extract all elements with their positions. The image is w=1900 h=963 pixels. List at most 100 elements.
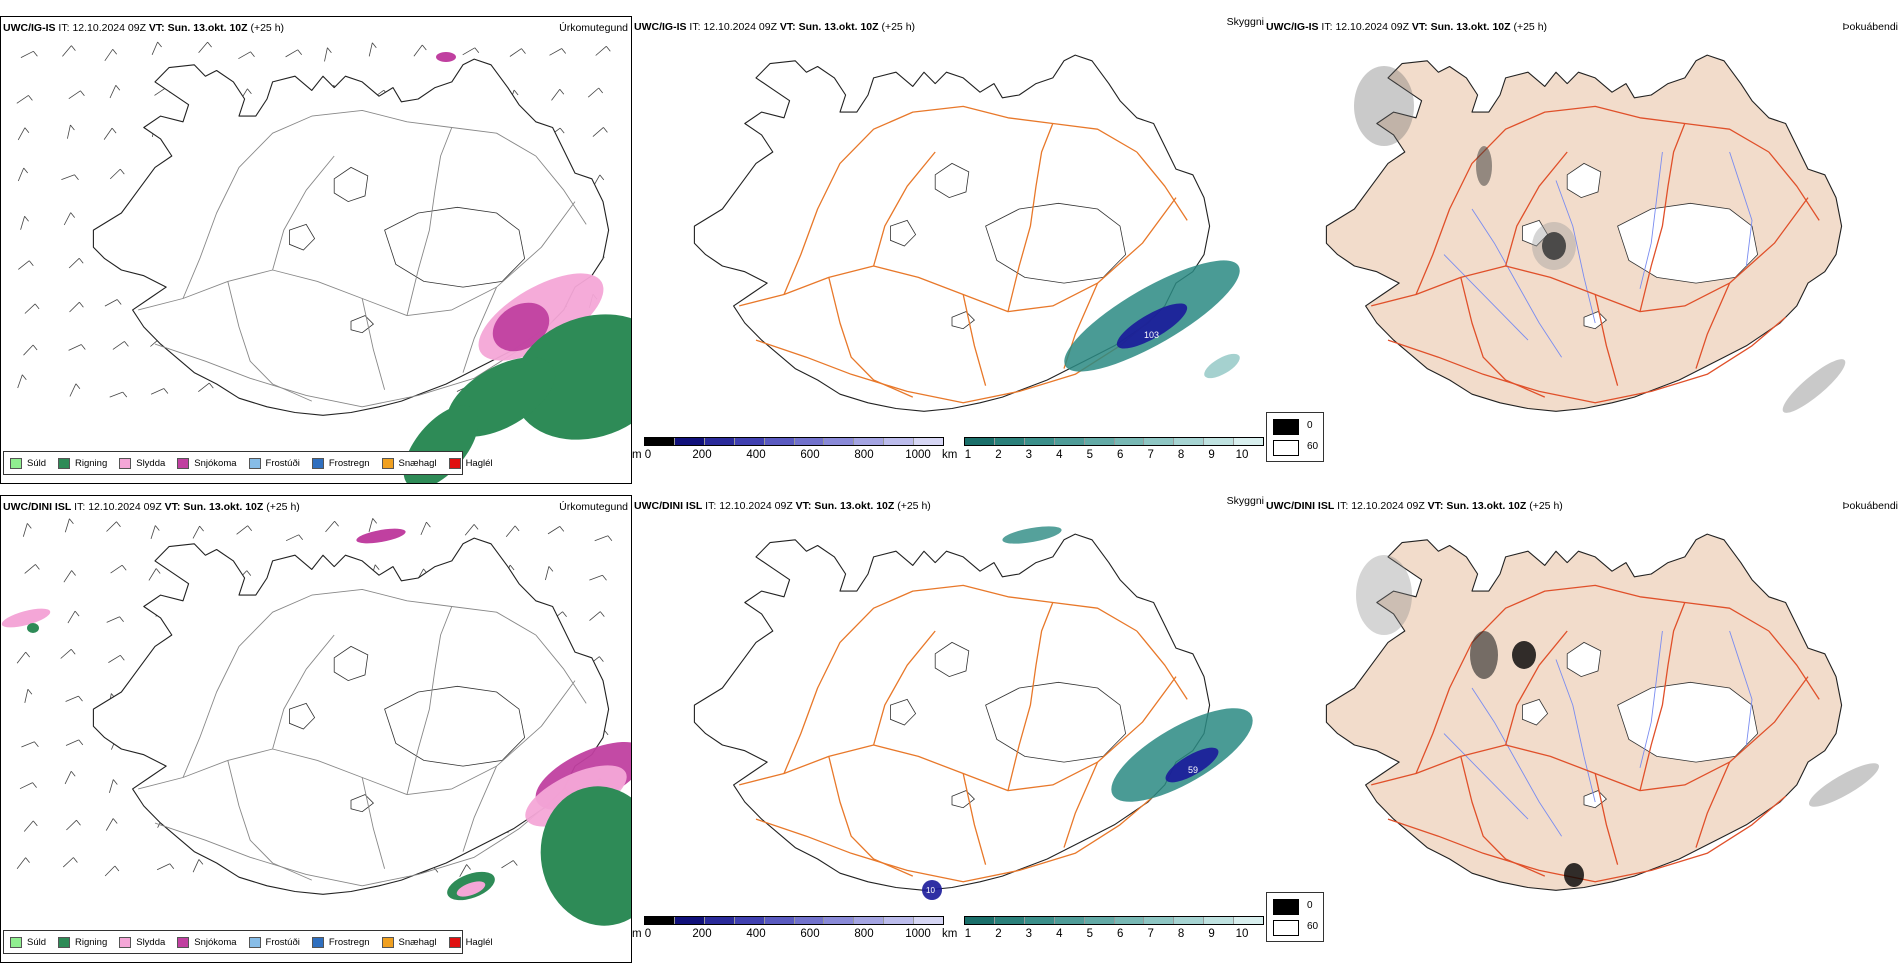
- wind-barb: [21, 741, 35, 748]
- legend-swatch: [58, 457, 71, 469]
- wind-barb: [104, 49, 114, 62]
- glacier-outline: [1583, 311, 1608, 330]
- colorbar-tick: 5: [1086, 928, 1093, 940]
- wind-barb-feather: [35, 564, 40, 570]
- wind-barb-feather: [24, 216, 29, 222]
- vt-value: Sun. 13.okt. 10Z: [1430, 21, 1511, 33]
- wind-barb-feather: [116, 521, 121, 527]
- low-visibility-area: [1204, 353, 1240, 379]
- wind-barb-feather: [602, 575, 607, 581]
- road-line: [1768, 630, 1820, 700]
- colorbar-cell: [965, 917, 995, 924]
- wind-barb-feather: [119, 655, 125, 661]
- river-line: [1729, 151, 1753, 267]
- precip-panel-row2: UWC/DINI ISL IT: 12.10.2024 09Z VT: Sun.…: [0, 495, 632, 963]
- glacier-outline: [384, 206, 526, 288]
- colorbar-cell: [794, 438, 825, 445]
- road-line: [361, 298, 386, 390]
- wind-barb: [236, 525, 248, 535]
- road-line: [1387, 316, 1787, 404]
- legend-swatch: [10, 936, 22, 948]
- wind-barb: [68, 344, 82, 351]
- fog-map: [1325, 54, 1846, 413]
- road-line: [962, 294, 987, 386]
- colorbar-tick: 0: [644, 928, 652, 940]
- wind-barb-feather: [34, 741, 39, 747]
- wind-barb-feather: [28, 95, 33, 101]
- legend-swatch: [448, 457, 461, 469]
- sleet-area: [1, 608, 51, 628]
- precip-map: [1, 518, 631, 926]
- colorbar-cell: [704, 438, 735, 445]
- wind-barb: [589, 574, 603, 581]
- fog-swatch-0: [1273, 899, 1299, 915]
- panel-title: Þokuábendi: [1842, 21, 1898, 33]
- wind-barb: [285, 49, 298, 58]
- wind-barb-feather: [474, 47, 480, 54]
- wind-barb: [61, 174, 75, 180]
- colorbar-tick: 3: [1025, 928, 1033, 940]
- wind-barb-feather: [426, 521, 431, 528]
- visibility-unit: km: [942, 928, 958, 940]
- legend-item: Slydda: [119, 457, 165, 469]
- legend-swatch: [311, 457, 324, 469]
- wind-barb-feather: [603, 127, 608, 133]
- legend-item: Haglél: [448, 936, 493, 948]
- wind-barb-feather: [119, 616, 124, 623]
- colorbar-tick: 200: [692, 449, 712, 461]
- vt-value: Sun. 13.okt. 10Z: [183, 501, 264, 513]
- road-line: [755, 795, 1155, 883]
- colorbar-cell: [914, 438, 944, 445]
- wind-barb: [459, 864, 467, 877]
- wind-barb-feather: [599, 174, 605, 181]
- road-line: [406, 127, 453, 316]
- wind-barb-feather: [421, 44, 427, 51]
- fog-area: [1532, 222, 1576, 270]
- wind-barb-feather: [327, 47, 332, 53]
- it-label: IT:: [689, 21, 701, 33]
- fog-panel-row1: UWC/IG-IS IT: 12.10.2024 09Z VT: Sun. 13…: [1264, 16, 1900, 484]
- road-line: [1695, 761, 1731, 848]
- wind-barb: [501, 860, 514, 869]
- it-value: 12.10.2024 09Z: [719, 500, 793, 512]
- panel-title: Úrkomutegund: [559, 22, 628, 34]
- lead-time: (+25 h): [881, 21, 916, 33]
- colorbar-cell: [674, 917, 705, 924]
- wind-barb-feather: [111, 127, 117, 134]
- road-line: [1639, 602, 1686, 791]
- vt-label: VT:: [1411, 21, 1428, 33]
- glacier-outline: [1583, 790, 1608, 809]
- low-cloud-area: [922, 880, 942, 900]
- wind-barb-feather: [116, 299, 122, 305]
- wind-barb-feather: [607, 535, 613, 542]
- glacier-outline: [333, 166, 369, 203]
- wind-barb-feather: [208, 382, 214, 389]
- colorbar-cell: [1114, 917, 1145, 924]
- wind-barb: [594, 535, 609, 542]
- panel-header: UWC/DINI ISL IT: 12.10.2024 09Z VT: Sun.…: [634, 500, 931, 512]
- legend-swatch: [381, 457, 394, 469]
- it-label: IT:: [74, 501, 86, 513]
- wind-barb: [23, 344, 34, 356]
- wind-barb-feather: [21, 374, 27, 381]
- wind-barb: [549, 48, 562, 56]
- vt-value: Sun. 13.okt. 10Z: [1446, 500, 1527, 512]
- wind-barb-feather: [112, 818, 118, 824]
- cloud-value-label: 59: [1188, 765, 1198, 775]
- cloud-panel-row2: UWC/DINI ISL IT: 12.10.2024 09Z VT: Sun.…: [632, 495, 1264, 963]
- low-cloud-area: [1165, 747, 1219, 783]
- fog-label-0: 0: [1307, 900, 1313, 911]
- road-line: [1371, 676, 1809, 792]
- wind-barb: [109, 779, 114, 794]
- road-line: [1768, 151, 1820, 221]
- vt-label: VT:: [1427, 500, 1444, 512]
- panel-title: Úrkomutegund: [559, 501, 628, 513]
- legend-item: Frostúði: [248, 457, 300, 469]
- wind-barb-feather: [121, 564, 127, 571]
- colorbar-tick: 0: [644, 449, 652, 461]
- wind-barb-feather: [79, 301, 84, 308]
- wind-barb: [198, 41, 208, 54]
- lead-time: (+25 h): [1513, 21, 1548, 33]
- glacier-outline: [384, 685, 526, 767]
- colorbar-tick: 7: [1147, 449, 1154, 461]
